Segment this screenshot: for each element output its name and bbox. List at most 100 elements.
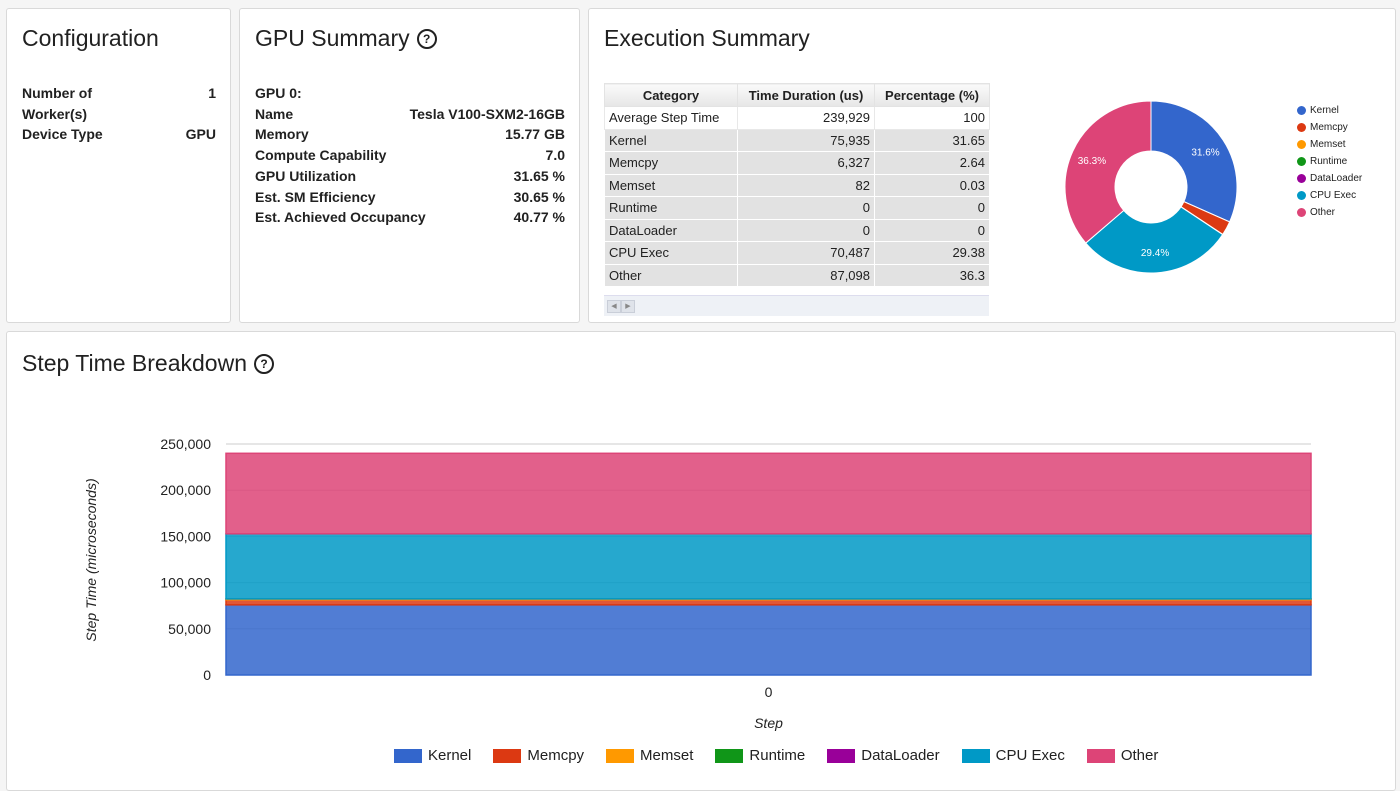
legend-swatch [1297,208,1306,217]
pie-legend-item[interactable]: Memset [1297,136,1362,153]
gpu-value: 15.77 GB [505,126,565,143]
table-cell: 31.65 [874,128,990,152]
step-legend-item[interactable]: CPU Exec [961,747,1065,764]
config-row-workers: Number of Worker(s) 1 [22,83,216,124]
legend-label: Other [1120,747,1159,764]
gpu-label: GPU Utilization [255,167,357,184]
pie-legend: Kernel Memcpy Memset Runtime DataLoader CPU E… [1297,102,1362,221]
config-value: 1 [208,85,216,101]
table-cell: 6,327 [737,151,875,175]
gpu-summary-list: GPU 0: Name Tesla V100-SXM2-16GB Memory 15.… [255,83,565,228]
scroll-left-icon[interactable]: ◀ [607,300,621,313]
table-row: DataLoader 0 0 [604,218,990,242]
table-cell: 0.03 [874,173,990,197]
table-cell: Kernel [604,128,738,152]
step-time-breakdown-title-text: Step Time Breakdown [22,350,248,376]
gpu-row: Memory 15.77 GB [255,124,565,145]
legend-label: Kernel [1310,105,1339,116]
table-column-header[interactable]: Time Duration (us) [737,83,875,107]
gpu-header: GPU 0: [255,83,565,104]
table-cell: 36.3 [874,263,990,287]
legend-swatch [1086,748,1115,763]
step-legend-item[interactable]: Kernel [394,747,471,764]
table-cell: Runtime [604,196,738,220]
legend-swatch [1297,191,1306,200]
table-row: Memset 82 0.03 [604,173,990,197]
config-label: Device Type [22,126,103,143]
table-cell: DataLoader [604,218,738,242]
help-icon[interactable]: ? [254,353,275,374]
execution-pie-chart: 31.6% 29.4% 36.3% [1064,100,1238,274]
pie-slice-label: 36.3% [1078,156,1106,167]
gpu-label: Memory [255,126,309,143]
execution-summary-table: Category Time Duration (us) Percentage (%)… [604,83,990,287]
legend-label: Runtime [749,747,806,764]
table-cell: 2.64 [874,151,990,175]
gpu-row: GPU Utilization 31.65 % [255,166,565,187]
table-row: Other 87,098 36.3 [604,263,990,287]
legend-label: Memset [1310,139,1346,150]
gpu-summary-card: GPU Summary ? GPU 0: Name Tesla V100-SXM2… [239,8,580,323]
legend-swatch [394,748,422,763]
pie-legend-item[interactable]: DataLoader [1297,170,1362,187]
legend-label: DataLoader [861,747,940,764]
table-column-header[interactable]: Percentage (%) [874,83,990,107]
execution-summary-card: Execution Summary Category Time Duration … [588,8,1396,323]
pie-legend-item[interactable]: Memcpy [1297,119,1362,136]
help-icon[interactable]: ? [416,28,437,49]
legend-swatch [715,748,744,763]
scroll-right-icon[interactable]: ▶ [621,300,635,313]
legend-label: Kernel [428,747,472,764]
step-time-breakdown-card: Step Time Breakdown ? [6,331,1396,791]
table-row: Average Step Time 239,929 100 [604,106,990,130]
gpu-summary-title-text: GPU Summary [255,25,410,51]
table-row: Runtime 0 0 [604,196,990,220]
pie-slice-kernel[interactable] [1150,100,1238,223]
step-legend-item[interactable]: Other [1086,747,1159,764]
table-cell: 0 [737,196,875,220]
legend-swatch [827,748,856,763]
table-cell: Memset [604,173,738,197]
table-cell: 75,935 [737,128,875,152]
pie-legend-item[interactable]: Other [1297,204,1362,221]
table-cell: 0 [874,218,990,242]
table-horizontal-scrollbar[interactable]: ◀ ▶ [604,295,989,316]
legend-swatch [493,748,522,763]
legend-label: DataLoader [1310,173,1363,184]
legend-swatch [1297,174,1306,183]
gpu-summary-title: GPU Summary ? [255,25,437,52]
step-legend-item[interactable]: DataLoader [827,747,940,764]
gpu-value: 40.77 % [513,209,565,226]
pie-slice-cpu-exec[interactable] [1085,206,1224,274]
gpu-value: 7.0 [545,147,565,164]
configuration-list: Number of Worker(s) 1 Device Type GPU [22,83,216,145]
table-column-header[interactable]: Category [604,83,738,107]
legend-swatch [961,748,990,763]
table-row: CPU Exec 70,487 29.38 [604,241,990,265]
pie-legend-item[interactable]: Kernel [1297,102,1362,119]
config-label: Number of Worker(s) [22,85,92,122]
pie-legend-item[interactable]: CPU Exec [1297,187,1362,204]
table-row: Kernel 75,935 31.65 [604,128,990,152]
configuration-title: Configuration [22,25,159,52]
table-cell: Other [604,263,738,287]
table-cell: 70,487 [737,241,875,265]
gpu-row: Est. SM Efficiency 30.65 % [255,187,565,208]
step-legend-item[interactable]: Runtime [715,747,805,764]
step-legend-item[interactable]: Memset [606,747,693,764]
legend-label: Runtime [1310,156,1348,167]
legend-swatch [1297,106,1306,115]
configuration-title-text: Configuration [22,25,159,51]
configuration-card: Configuration Number of Worker(s) 1 Devi… [6,8,231,323]
step-legend-item[interactable]: Memcpy [493,747,584,764]
table-cell: 82 [737,173,875,197]
pie-slice-other[interactable] [1064,100,1152,244]
gpu-header-label: GPU 0: [255,85,302,101]
pie-legend-item[interactable]: Runtime [1297,153,1362,170]
table-cell: 100 [874,106,990,130]
legend-label: CPU Exec [1310,190,1357,201]
gpu-label: Compute Capability [255,147,387,164]
legend-label: Memcpy [527,747,585,764]
table-cell: CPU Exec [604,241,738,265]
table-cell: 29.38 [874,241,990,265]
